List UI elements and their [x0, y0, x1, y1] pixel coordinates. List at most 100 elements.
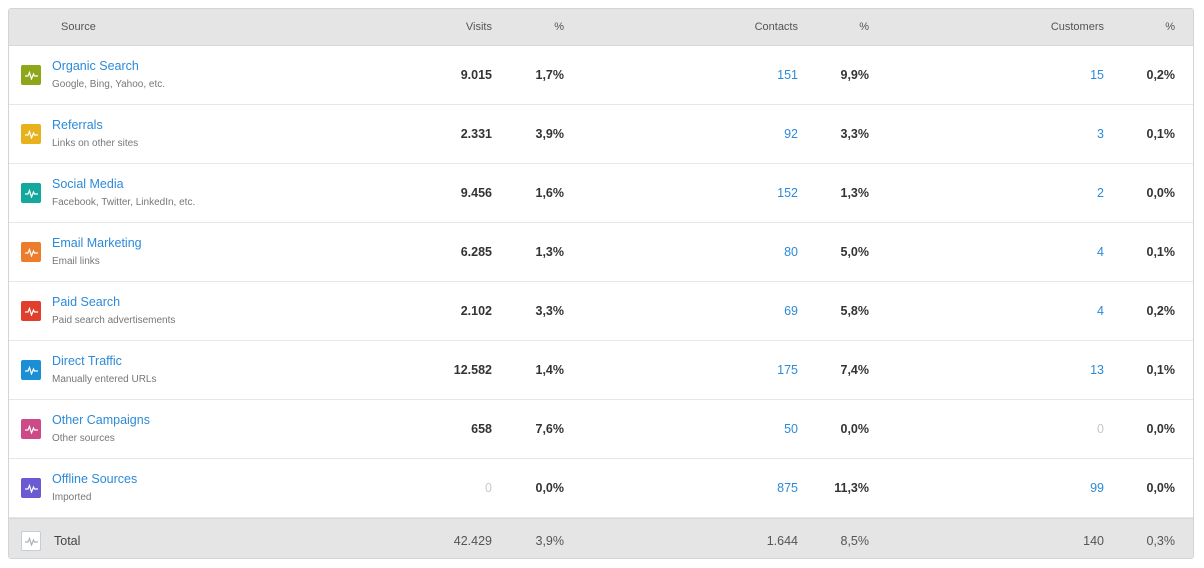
source-cell: Offline Sources Imported: [52, 472, 137, 505]
total-visits-pct: 3,9%: [535, 533, 565, 548]
customers-link[interactable]: 2: [1097, 186, 1104, 200]
customers-link[interactable]: 3: [1097, 127, 1104, 141]
contacts-link[interactable]: 152: [777, 186, 798, 200]
visits-pct-value: 7,6%: [535, 422, 565, 436]
source-cell: Direct Traffic Manually entered URLs: [52, 354, 157, 387]
table-header: Source Visits % Contacts % Customers %: [9, 9, 1193, 46]
visits-value: 9.456: [460, 186, 492, 200]
header-contacts[interactable]: Contacts: [754, 21, 798, 33]
source-description: Links on other sites: [52, 138, 139, 149]
contacts-link[interactable]: 50: [784, 422, 798, 436]
contacts-pct-value: 0,0%: [840, 422, 870, 436]
header-visits-pct[interactable]: %: [554, 21, 564, 33]
total-label: Total: [54, 533, 81, 548]
table-row: Other Campaigns Other sources 658 7,6% 50 0,0…: [9, 400, 1193, 459]
total-visits: 42.429: [453, 533, 492, 548]
source-description: Paid search advertisements: [52, 315, 176, 326]
customers-pct-value: 0,1%: [1146, 245, 1176, 259]
source-link[interactable]: Paid Search: [52, 295, 121, 309]
source-link[interactable]: Social Media: [52, 177, 124, 191]
total-contacts: 1.644: [766, 533, 798, 548]
source-description: Email links: [52, 256, 100, 267]
pulse-icon: [21, 531, 41, 551]
source-link[interactable]: Email Marketing: [52, 236, 142, 250]
visits-value: 0: [485, 481, 492, 495]
customers-link[interactable]: 99: [1090, 481, 1104, 495]
customers-pct-value: 0,1%: [1146, 363, 1176, 377]
customers-pct-value: 0,2%: [1146, 68, 1176, 82]
source-cell: Organic Search Google, Bing, Yahoo, etc.: [52, 59, 165, 92]
header-contacts-pct[interactable]: %: [859, 21, 869, 33]
source-cell: Paid Search Paid search advertisements: [52, 295, 175, 328]
total-contacts-pct: 8,5%: [840, 533, 870, 548]
contacts-pct-value: 5,8%: [840, 304, 870, 318]
visits-value: 2.331: [460, 127, 492, 141]
source-link[interactable]: Offline Sources: [52, 472, 138, 486]
total-customers: 140: [1083, 533, 1104, 548]
source-link[interactable]: Organic Search: [52, 59, 139, 73]
customers-pct-value: 0,0%: [1146, 422, 1176, 436]
customers-pct-value: 0,2%: [1146, 304, 1176, 318]
header-visits[interactable]: Visits: [465, 21, 492, 33]
customers-pct-value: 0,0%: [1146, 186, 1176, 200]
pulse-icon: [21, 124, 41, 144]
pulse-icon: [21, 183, 41, 203]
pulse-icon: [21, 478, 41, 498]
contacts-pct-value: 9,9%: [840, 68, 870, 82]
contacts-pct-value: 11,3%: [834, 481, 869, 495]
contacts-link[interactable]: 69: [784, 304, 798, 318]
total-row: Total 42.429 3,9% 1.644 8,5% 140 0,3%: [9, 518, 1193, 558]
source-cell: Referrals Links on other sites: [52, 118, 138, 151]
visits-value: 9.015: [460, 68, 492, 82]
header-source[interactable]: Source: [61, 21, 96, 33]
pulse-icon: [21, 419, 41, 439]
visits-value: 6.285: [460, 245, 492, 259]
visits-pct-value: 3,3%: [535, 304, 565, 318]
customers-link[interactable]: 13: [1090, 363, 1104, 377]
visits-value: 12.582: [453, 363, 492, 377]
sources-table: Source Visits % Contacts % Customers % O…: [8, 8, 1194, 559]
source-link[interactable]: Other Campaigns: [52, 413, 150, 427]
pulse-icon: [21, 65, 41, 85]
source-description: Other sources: [52, 433, 115, 444]
visits-pct-value: 1,4%: [535, 363, 565, 377]
table-row: Offline Sources Imported 0 0,0% 875 11,3% 99 0,…: [9, 459, 1193, 518]
header-customers[interactable]: Customers: [1050, 21, 1104, 33]
customers-pct-value: 0,1%: [1146, 127, 1176, 141]
source-description: Facebook, Twitter, LinkedIn, etc.: [52, 197, 196, 208]
total-customers-pct: 0,3%: [1146, 533, 1176, 548]
pulse-icon: [21, 242, 41, 262]
contacts-link[interactable]: 875: [777, 481, 798, 495]
visits-pct-value: 0,0%: [535, 481, 565, 495]
table-body: Organic Search Google, Bing, Yahoo, etc. 9…: [9, 46, 1193, 518]
contacts-pct-value: 7,4%: [840, 363, 870, 377]
source-cell: Other Campaigns Other sources: [52, 413, 150, 446]
source-link[interactable]: Direct Traffic: [52, 354, 122, 368]
visits-pct-value: 1,6%: [535, 186, 565, 200]
contacts-link[interactable]: 80: [784, 245, 798, 259]
customers-link[interactable]: 4: [1097, 245, 1104, 259]
table-row: Direct Traffic Manually entered URLs 12.58…: [9, 341, 1193, 400]
contacts-pct-value: 5,0%: [840, 245, 870, 259]
source-cell: Email Marketing Email links: [52, 236, 142, 269]
source-link[interactable]: Referrals: [52, 118, 103, 132]
visits-value: 2.102: [460, 304, 492, 318]
table-row: Organic Search Google, Bing, Yahoo, etc. 9…: [9, 46, 1193, 105]
contacts-link[interactable]: 151: [777, 68, 798, 82]
customers-link[interactable]: 15: [1090, 68, 1104, 82]
contacts-pct-value: 1,3%: [840, 186, 870, 200]
contacts-link[interactable]: 92: [784, 127, 798, 141]
customers-pct-value: 0,0%: [1146, 481, 1176, 495]
customers-link[interactable]: 4: [1097, 304, 1104, 318]
source-cell: Social Media Facebook, Twitter, LinkedIn,…: [52, 177, 195, 210]
source-description: Google, Bing, Yahoo, etc.: [52, 79, 166, 90]
table-row: Paid Search Paid search advertisements 2.1…: [9, 282, 1193, 341]
visits-value: 658: [471, 422, 492, 436]
source-description: Imported: [52, 492, 92, 503]
visits-pct-value: 1,3%: [535, 245, 565, 259]
header-customers-pct[interactable]: %: [1165, 21, 1175, 33]
source-description: Manually entered URLs: [52, 374, 157, 385]
contacts-pct-value: 3,3%: [840, 127, 870, 141]
contacts-link[interactable]: 175: [777, 363, 798, 377]
table-row: Email Marketing Email links 6.285 1,3% 80 5,0…: [9, 223, 1193, 282]
